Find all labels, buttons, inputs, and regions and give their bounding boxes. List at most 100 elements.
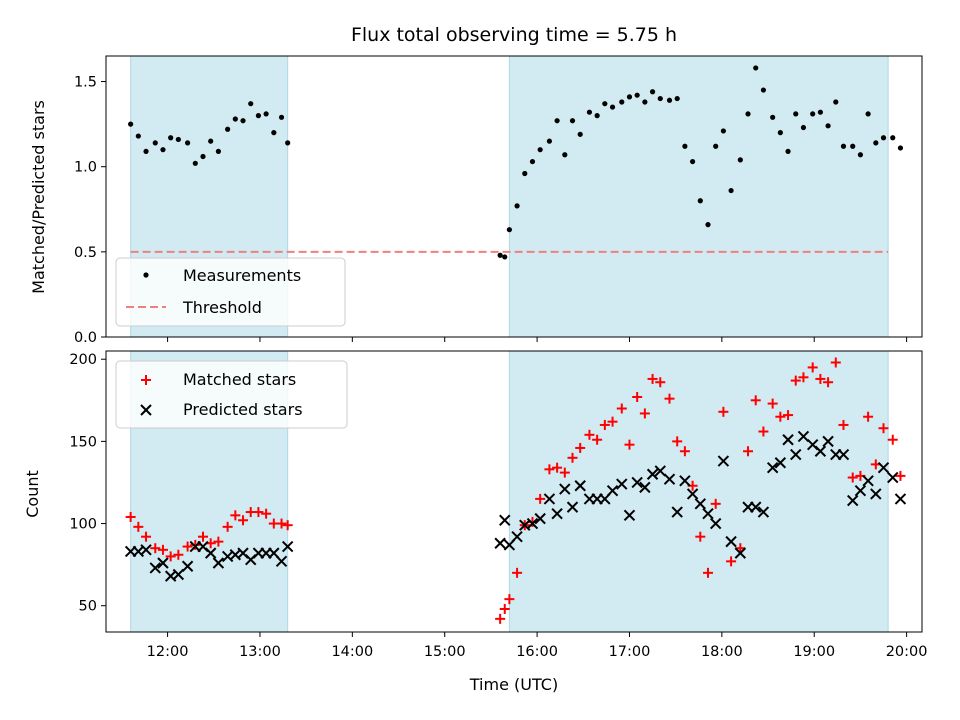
measurement-point xyxy=(577,131,583,137)
predicted-star-point xyxy=(774,457,787,469)
predicted-star-point xyxy=(172,568,185,581)
measurement-point xyxy=(649,89,656,95)
measurement-point xyxy=(215,148,221,154)
predicted-star-point xyxy=(790,448,802,461)
measurement-point xyxy=(689,158,696,165)
measurement-point xyxy=(502,254,508,260)
matched-star-point xyxy=(790,375,801,386)
measurement-point xyxy=(880,135,887,141)
measurement-point xyxy=(682,143,688,149)
top-panel: 0.0 0.5 1.0 1.5 Measurements Threshold xyxy=(74,55,923,346)
matched-star-point xyxy=(197,531,208,542)
predicted-star-point xyxy=(694,498,707,510)
predicted-star-point xyxy=(837,448,850,461)
predicted-star-point xyxy=(494,537,506,549)
predicted-star-point xyxy=(646,468,659,480)
measurement-point xyxy=(745,111,751,117)
measurement-point xyxy=(554,118,560,124)
predicted-star-point xyxy=(543,493,556,505)
measurement-point xyxy=(666,97,673,103)
matched-star-point xyxy=(213,536,224,547)
measurement-point xyxy=(192,160,198,166)
matched-star-point xyxy=(141,531,152,542)
legend-predicted-marker xyxy=(140,404,152,416)
matched-star-point xyxy=(639,408,650,419)
measurement-point xyxy=(594,113,600,119)
x-tick-label: 13:00 xyxy=(239,644,281,660)
measurement-point xyxy=(770,114,776,120)
measurement-point xyxy=(248,101,254,107)
predicted-star-point xyxy=(702,507,714,520)
matched-star-point xyxy=(702,567,713,578)
measurement-point xyxy=(522,170,528,177)
measurement-point xyxy=(825,123,831,129)
matched-star-point xyxy=(165,551,176,562)
measurement-point xyxy=(271,130,277,136)
measurement-point xyxy=(753,65,759,71)
matched-star-point xyxy=(261,508,272,519)
matched-star-point xyxy=(679,446,690,457)
measurement-point xyxy=(232,116,238,122)
bottom-legend-box xyxy=(115,360,348,429)
matched-star-point xyxy=(499,603,510,614)
top-plot-frame xyxy=(105,55,923,338)
top-legend-box xyxy=(115,257,346,327)
measurement-point xyxy=(873,140,879,146)
predicted-star-point xyxy=(782,434,794,446)
matched-star-point xyxy=(783,410,794,421)
matched-star-point xyxy=(504,594,515,605)
predicted-star-point xyxy=(663,473,676,485)
measurement-point xyxy=(897,145,904,151)
predicted-star-point xyxy=(766,461,779,474)
predicted-star-point xyxy=(870,488,882,500)
predicted-star-point xyxy=(534,512,546,525)
measurement-point xyxy=(185,140,191,146)
legend-matched-label: Matched stars xyxy=(183,370,296,389)
matched-star-point xyxy=(878,423,889,434)
measurement-point xyxy=(793,111,799,117)
matched-star-point xyxy=(567,452,578,463)
measurement-point xyxy=(609,104,616,110)
bottom-legend: Matched stars Predicted stars xyxy=(115,360,348,429)
predicted-star-point xyxy=(894,493,907,505)
top-y-tick-label: 0.0 xyxy=(74,330,97,346)
x-tick-label: 15:00 xyxy=(424,644,466,660)
measurement-point xyxy=(586,109,593,115)
matched-star-point xyxy=(592,434,603,445)
predicted-star-point xyxy=(616,478,628,490)
predicted-star-point xyxy=(281,540,294,553)
measurement-point xyxy=(760,87,767,93)
predicted-star-point xyxy=(511,530,523,543)
measurement-point xyxy=(168,135,174,141)
predicted-star-point xyxy=(686,488,699,500)
matched-star-point xyxy=(616,403,627,414)
predicted-star-point xyxy=(149,562,161,574)
x-tick-label: 16:00 xyxy=(516,644,558,660)
measurement-point xyxy=(602,101,608,107)
matched-star-point xyxy=(767,398,778,409)
matched-star-point xyxy=(584,429,595,440)
measurement-point xyxy=(562,152,568,158)
matched-star-point xyxy=(655,377,666,388)
measurement-point xyxy=(128,121,134,127)
measurement-point xyxy=(497,252,503,258)
matched-star-point xyxy=(238,515,249,526)
predicted-star-point xyxy=(757,506,770,518)
matched-star-point xyxy=(830,357,841,368)
matched-star-point xyxy=(672,436,683,447)
legend-measurements-marker xyxy=(143,272,149,278)
bottom-y-tick-label: 50 xyxy=(79,599,97,615)
measurement-point xyxy=(152,140,158,146)
top-legend: Measurements Threshold xyxy=(115,257,346,327)
measurement-point xyxy=(865,111,871,117)
matched-star-point xyxy=(544,464,555,475)
top-y-tick-label: 1.5 xyxy=(74,75,97,91)
predicted-star-point xyxy=(797,430,810,443)
x-axis-label: Time (UTC) xyxy=(469,675,558,694)
bottom-y-tick-label: 150 xyxy=(69,434,97,450)
top-y-axis-label: Matched/Predicted stars xyxy=(29,100,48,294)
measurement-point xyxy=(833,99,839,105)
measurement-point xyxy=(537,147,543,153)
predicted-star-point xyxy=(204,547,217,559)
matched-star-point xyxy=(632,392,643,403)
